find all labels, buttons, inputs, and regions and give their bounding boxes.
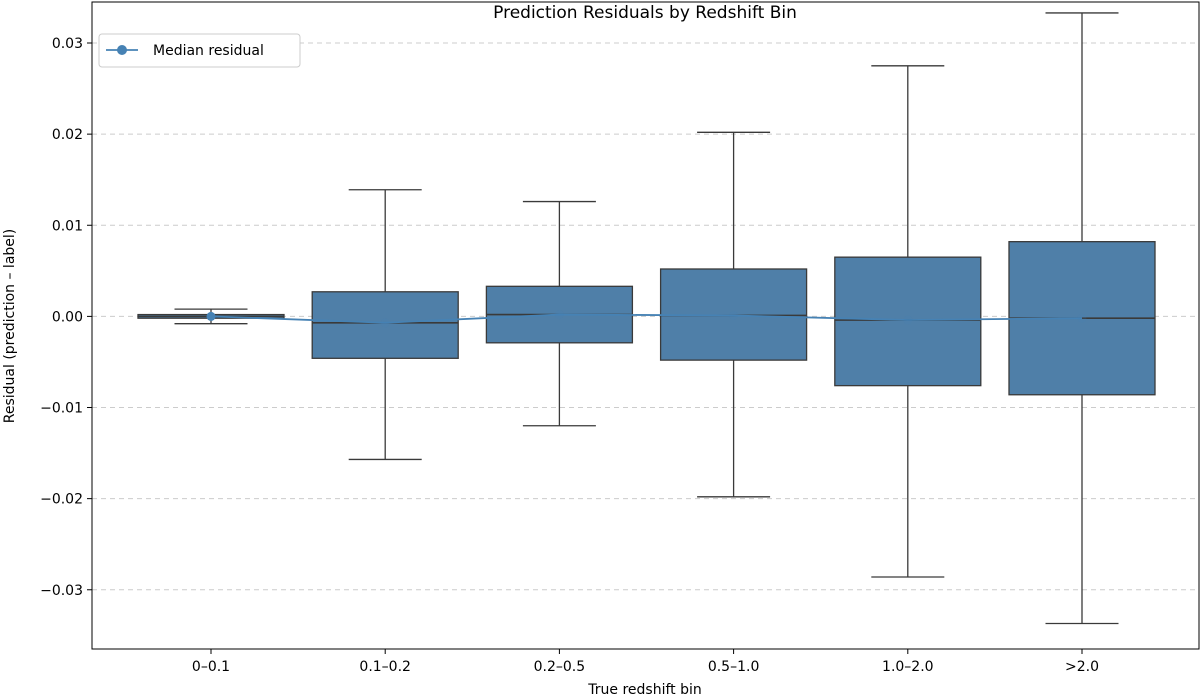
median-point	[903, 315, 913, 325]
median-point	[554, 310, 564, 320]
x-tick-label: 0.5–1.0	[708, 659, 760, 675]
x-tick-label: 0.2–0.5	[534, 659, 586, 675]
box-body	[834, 256, 982, 387]
x-tick-label: >2.0	[1065, 659, 1099, 675]
legend: Median residual	[98, 33, 301, 68]
median-point	[206, 311, 216, 321]
median-point	[380, 318, 390, 328]
y-tick-label: 0.02	[52, 127, 83, 143]
y-tick-label: 0.00	[52, 309, 83, 325]
y-tick-label: 0.01	[52, 218, 83, 234]
median-series	[206, 310, 1087, 328]
box-1	[311, 189, 459, 461]
legend-marker	[117, 45, 127, 55]
legend-box	[98, 33, 301, 68]
y-tick-label: 0.03	[52, 36, 83, 52]
x-tick-label: 0–0.1	[192, 659, 230, 675]
median-series-line	[210, 313, 1083, 324]
y-axis: −0.03 −0.02 −0.01 0.00 0.01 0.02 0.03	[40, 36, 92, 599]
chart-title: Prediction Residuals by Redshift Bin	[493, 3, 797, 23]
plot-area-frame	[91, 1, 1200, 650]
y-axis-label: Residual (prediction – label)	[2, 229, 18, 424]
y-tick-label: −0.03	[40, 583, 83, 599]
x-axis-label: True redshift bin	[587, 682, 701, 698]
legend-entry: Median residual	[153, 43, 264, 59]
x-tick-label: 0.1–0.2	[359, 659, 411, 675]
x-axis: 0–0.1 0.1–0.2 0.2–0.5 0.5–1.0 1.0–2.0 >2.0	[192, 649, 1099, 675]
x-tick-label: 1.0–2.0	[882, 659, 934, 675]
box-body	[311, 291, 459, 359]
median-point	[729, 310, 739, 320]
median-point	[1077, 313, 1087, 323]
y-tick-label: −0.01	[40, 401, 83, 417]
y-tick-label: −0.02	[40, 492, 83, 508]
